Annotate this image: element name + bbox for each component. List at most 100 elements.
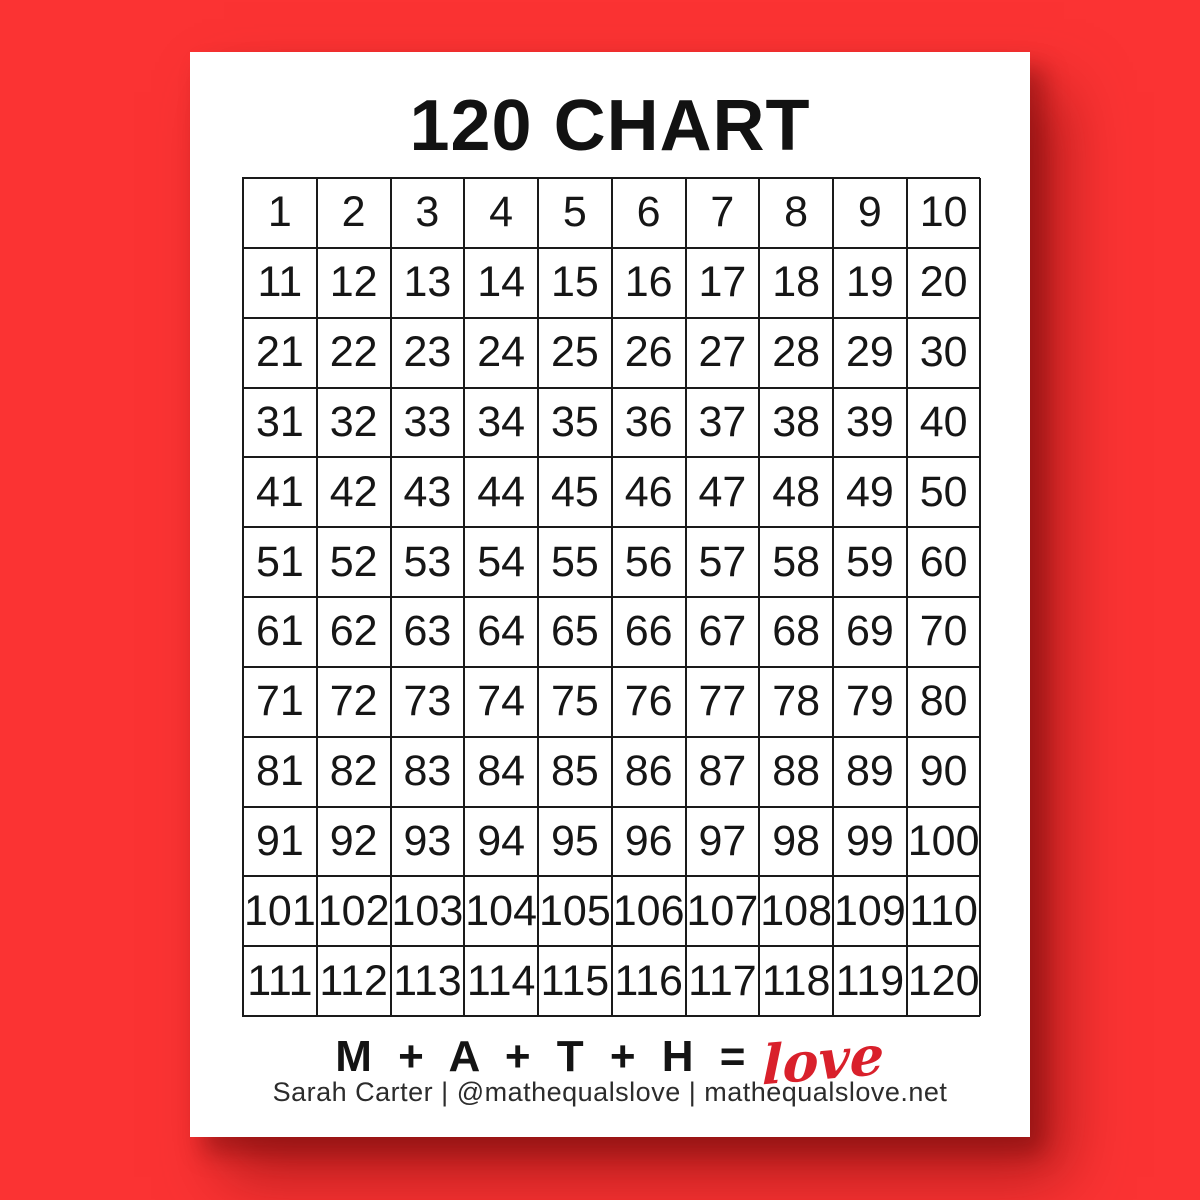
grid-cell: 68 (759, 597, 833, 667)
grid-cell: 14 (464, 247, 538, 318)
grid-cell: 98 (759, 806, 833, 877)
grid-cell: 78 (759, 666, 833, 737)
grid-cell: 3 (390, 178, 465, 248)
grid-cell: 76 (611, 666, 686, 737)
grid-cell: 48 (759, 457, 833, 528)
grid-cell: 50 (906, 457, 981, 528)
grid-cell: 59 (833, 527, 907, 597)
grid-cell: 37 (685, 387, 760, 458)
footer-equation: M + A + T + H = love (190, 1023, 1030, 1098)
grid-cell: 63 (390, 597, 465, 667)
grid-cell: 67 (685, 597, 760, 667)
grid-cell: 29 (833, 317, 907, 388)
grid-cell: 61 (243, 597, 317, 667)
grid-cell: 108 (759, 876, 833, 947)
grid-cell: 25 (538, 317, 612, 388)
grid-cell: 115 (538, 946, 612, 1016)
printable-page: 120 CHART 1 2 3 4 5 6 7 8 9 10 11 12 13 14 15 16 17 18 19 2… (190, 52, 1030, 1137)
grid-cell: 36 (611, 387, 686, 458)
grid-cell: 104 (464, 876, 538, 947)
grid-cell: 81 (243, 736, 317, 807)
grid-cell: 9 (833, 178, 907, 248)
grid-cell: 69 (833, 597, 907, 667)
grid-cell: 47 (685, 457, 760, 528)
grid-cell: 65 (538, 597, 612, 667)
grid-cell: 93 (390, 806, 465, 877)
grid-cell: 73 (390, 666, 465, 737)
grid-cell: 60 (906, 527, 981, 597)
grid-cell: 20 (906, 247, 981, 318)
grid-cell: 18 (759, 247, 833, 318)
grid-cell: 54 (464, 527, 538, 597)
footer-byline: Sarah Carter | @mathequalslove | mathequ… (272, 1077, 948, 1107)
grid-cell: 71 (243, 666, 317, 737)
grid-cell: 118 (759, 946, 833, 1016)
grid-cell: 11 (243, 247, 317, 318)
grid-cell: 40 (906, 387, 981, 458)
grid-cell: 23 (390, 317, 465, 388)
grid-cell: 111 (243, 946, 317, 1016)
grid-cell: 103 (390, 876, 465, 947)
grid-cell: 2 (316, 178, 391, 248)
math-equation-text: M + A + T + H = (335, 1032, 753, 1081)
grid-cell: 28 (759, 317, 833, 388)
grid-cell: 19 (833, 247, 907, 318)
grid-cell: 16 (611, 247, 686, 318)
grid-cell: 117 (685, 946, 760, 1016)
grid-cell: 32 (316, 387, 391, 458)
grid-cell: 27 (685, 317, 760, 388)
grid-cell: 8 (759, 178, 833, 248)
grid-cell: 5 (538, 178, 612, 248)
grid-cell: 15 (538, 247, 612, 318)
grid-cell: 30 (906, 317, 981, 388)
grid-cell: 58 (759, 527, 833, 597)
grid-cell: 113 (390, 946, 465, 1016)
grid-cell: 72 (316, 666, 391, 737)
grid-cell: 92 (316, 806, 391, 877)
grid-cell: 90 (906, 736, 981, 807)
grid-cell: 35 (538, 387, 612, 458)
grid-cell: 52 (316, 527, 391, 597)
grid-cell: 49 (833, 457, 907, 528)
grid-cell: 56 (611, 527, 686, 597)
grid-cell: 6 (611, 178, 686, 248)
grid-cell: 84 (464, 736, 538, 807)
grid-cell: 96 (611, 806, 686, 877)
grid-cell: 53 (390, 527, 465, 597)
grid-cell: 95 (538, 806, 612, 877)
grid-cell: 74 (464, 666, 538, 737)
grid-cell: 107 (685, 876, 760, 947)
grid-cell: 85 (538, 736, 612, 807)
grid-cell: 33 (390, 387, 465, 458)
grid-cell: 12 (316, 247, 391, 318)
grid-cell: 105 (538, 876, 612, 947)
grid-cell: 100 (906, 806, 981, 877)
grid-cell: 55 (538, 527, 612, 597)
grid-cell: 109 (833, 876, 907, 947)
grid-cell: 70 (906, 597, 981, 667)
grid-cell: 64 (464, 597, 538, 667)
grid-cell: 110 (906, 876, 981, 947)
grid-cell: 120 (906, 946, 981, 1016)
grid-cell: 10 (906, 178, 981, 248)
grid-cell: 4 (464, 178, 538, 248)
grid-cell: 7 (685, 178, 760, 248)
grid-cell: 43 (390, 457, 465, 528)
grid-cell: 91 (243, 806, 317, 877)
grid-cell: 46 (611, 457, 686, 528)
grid-cell: 97 (685, 806, 760, 877)
grid-cell: 39 (833, 387, 907, 458)
grid-cell: 22 (316, 317, 391, 388)
grid-cell: 116 (611, 946, 686, 1016)
grid-cell: 21 (243, 317, 317, 388)
grid-cell: 94 (464, 806, 538, 877)
grid-cell: 79 (833, 666, 907, 737)
grid-cell: 41 (243, 457, 317, 528)
grid-cell: 51 (243, 527, 317, 597)
grid-cell: 75 (538, 666, 612, 737)
grid-cell: 87 (685, 736, 760, 807)
grid-cell: 89 (833, 736, 907, 807)
grid-cell: 66 (611, 597, 686, 667)
grid-cell: 26 (611, 317, 686, 388)
